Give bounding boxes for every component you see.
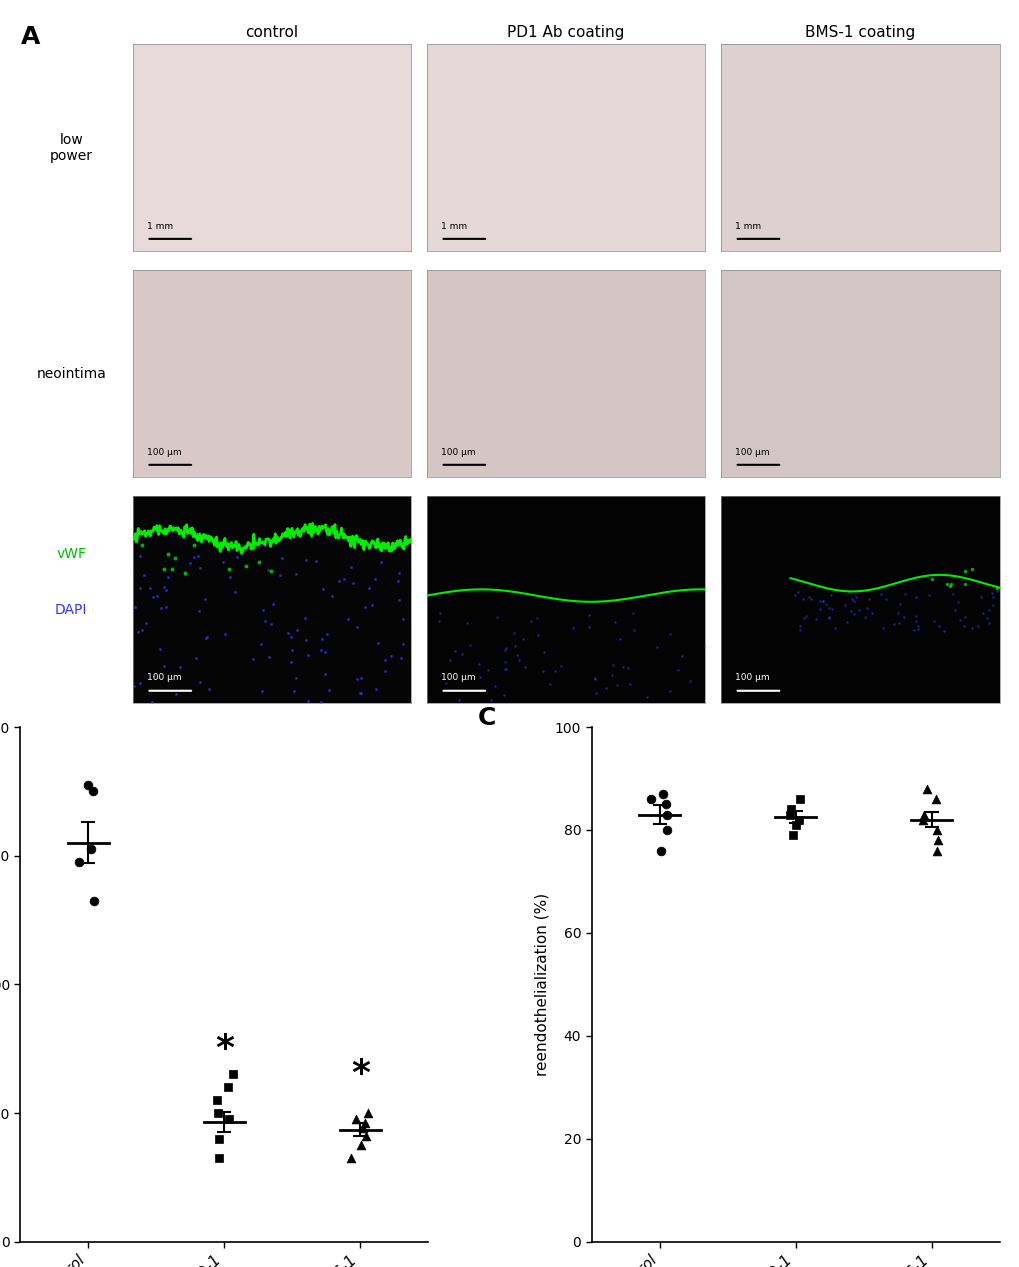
Text: 1 mm: 1 mm [440, 222, 467, 231]
Point [457, 343, 473, 364]
Point [915, 805, 931, 825]
Point [546, 252, 562, 272]
Point [358, 1126, 374, 1147]
Point [877, 144, 894, 165]
Point [917, 779, 933, 799]
Point [86, 891, 102, 911]
Text: A: A [20, 25, 40, 49]
Text: *: * [351, 1058, 370, 1091]
Text: 100 μm: 100 μm [440, 447, 475, 456]
Point [781, 805, 797, 825]
Point [927, 789, 944, 810]
Point [224, 1064, 240, 1085]
Point [658, 820, 675, 840]
Point [211, 1148, 227, 1168]
Text: 1 mm: 1 mm [734, 222, 760, 231]
Point [71, 851, 88, 872]
Point [843, 176, 859, 196]
Point [208, 1090, 224, 1110]
Point [734, 405, 750, 426]
Point [929, 830, 946, 850]
Text: C: C [477, 707, 495, 731]
Point [83, 839, 99, 859]
Point [791, 789, 807, 810]
Point [342, 1148, 359, 1168]
Point [360, 1102, 376, 1123]
Text: vWF: vWF [56, 547, 87, 561]
Point [787, 815, 803, 835]
Point [692, 264, 708, 284]
Text: 1 mm: 1 mm [147, 222, 172, 231]
Point [914, 810, 930, 830]
Point [329, 408, 345, 428]
Point [210, 1102, 226, 1123]
Point [657, 794, 674, 815]
Point [81, 775, 97, 796]
Text: 100 μm: 100 μm [147, 674, 181, 683]
Text: 100 μm: 100 μm [734, 674, 768, 683]
Point [928, 840, 945, 860]
Point [927, 820, 944, 840]
Point [654, 784, 671, 805]
Point [438, 578, 454, 598]
Point [219, 1077, 235, 1097]
Point [85, 782, 101, 802]
Point [811, 114, 827, 134]
Point [874, 393, 891, 413]
Point [790, 810, 806, 830]
Point [347, 1110, 364, 1130]
Title: PD1 Ab coating: PD1 Ab coating [506, 25, 625, 41]
Point [210, 1129, 226, 1149]
Point [783, 799, 799, 820]
Point [658, 511, 675, 531]
Point [356, 1114, 372, 1134]
Point [353, 1135, 369, 1156]
Point [652, 840, 668, 860]
Text: 100 μm: 100 μm [440, 674, 475, 683]
Point [785, 825, 801, 845]
Text: neointima: neointima [37, 366, 106, 381]
Point [958, 462, 974, 483]
Point [852, 565, 868, 585]
Point [768, 196, 785, 217]
Text: 100 μm: 100 μm [147, 447, 181, 456]
Text: DAPI: DAPI [55, 603, 88, 617]
Point [953, 60, 969, 80]
Point [512, 101, 528, 122]
Text: *: * [215, 1031, 233, 1066]
Title: control: control [246, 25, 299, 41]
Point [354, 1119, 370, 1139]
Point [642, 789, 658, 810]
Point [221, 1110, 237, 1130]
Point [274, 437, 290, 457]
Title: BMS-1 coating: BMS-1 coating [804, 25, 914, 41]
Y-axis label: reendothelialization (%): reendothelialization (%) [534, 893, 548, 1076]
Point [941, 0, 957, 10]
Text: 100 μm: 100 μm [734, 447, 768, 456]
Point [658, 805, 675, 825]
Text: low
power: low power [50, 133, 93, 163]
Point [932, 1, 949, 22]
